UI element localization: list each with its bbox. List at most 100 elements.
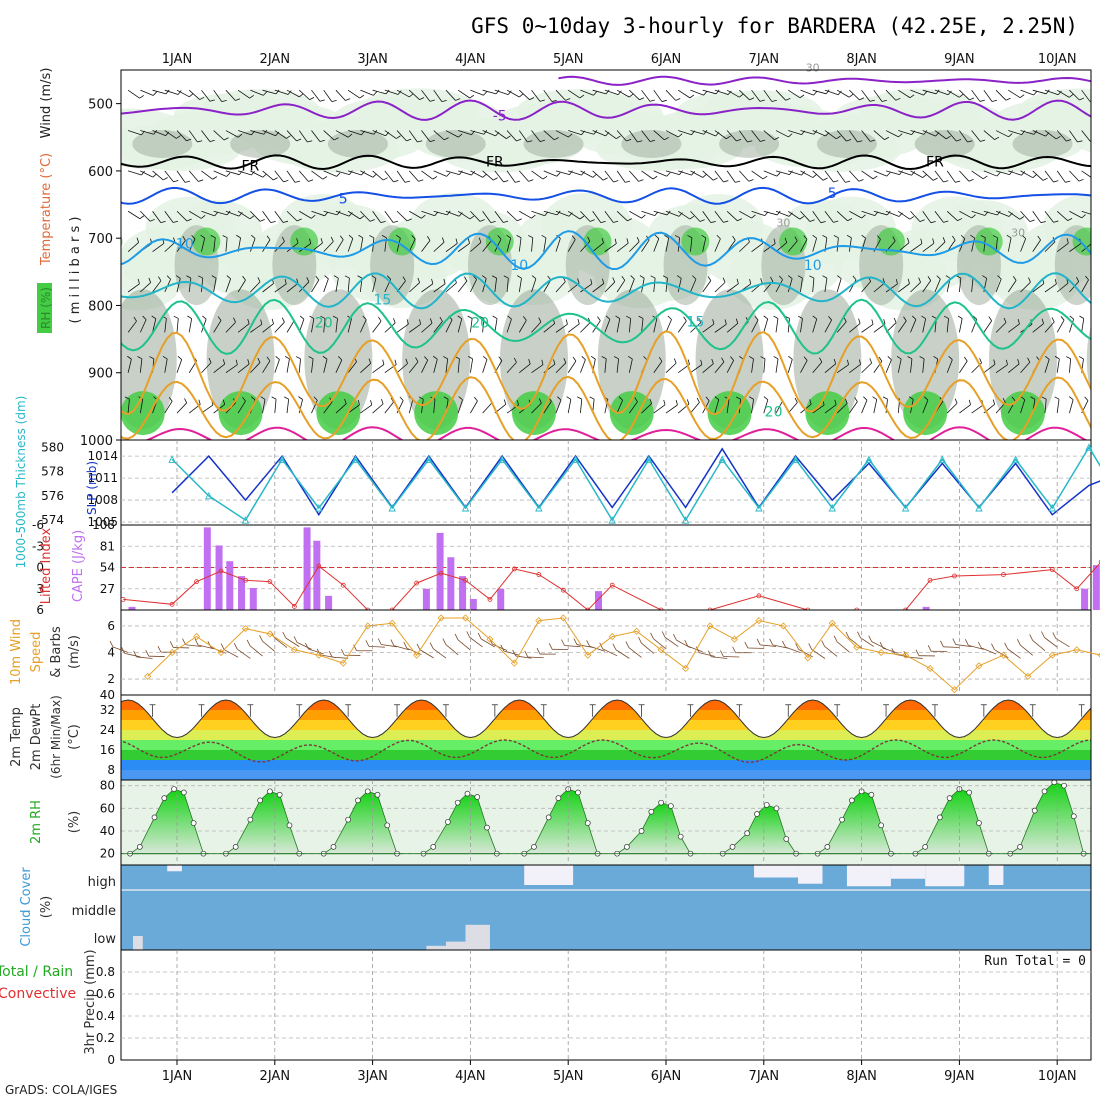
rh-shade-green: [511, 391, 556, 436]
wind-barb: [959, 210, 976, 219]
wind-barb: [748, 356, 754, 373]
wind-barb: [309, 315, 315, 333]
precip-tick-label: 0.6: [96, 987, 115, 1001]
rh-shade-light: [1096, 237, 1100, 301]
thickness-point: [718, 455, 726, 463]
wind-barb: [604, 315, 611, 333]
wind-barb: [433, 170, 451, 177]
wind-barb: [262, 235, 271, 252]
thickness-point: [315, 503, 323, 512]
wind-barb: [812, 234, 817, 252]
wind-barb: [164, 130, 181, 139]
rh-point: [474, 794, 481, 800]
wind-barb: [714, 319, 727, 333]
wind-barb: [213, 316, 222, 333]
thickness-point: [571, 455, 580, 463]
wind-barb: [396, 234, 401, 252]
wind-barb: [201, 89, 215, 102]
wind-barb: [1032, 170, 1048, 181]
wind-barb: [946, 89, 964, 98]
thickness-point: [1011, 455, 1020, 463]
wind-speed-point: [290, 646, 298, 654]
y-tick-label: 1000: [80, 434, 113, 449]
thickness-point: [168, 455, 176, 463]
wind-barb: [885, 278, 898, 293]
isotherm-label: 20: [765, 405, 783, 421]
wind-barb: [140, 277, 152, 293]
wind-barb: [849, 397, 858, 414]
wind-barb: [188, 89, 205, 100]
day-label-top: 6JAN: [651, 52, 682, 67]
wind-barb: [384, 130, 401, 139]
wind-barb: [262, 89, 280, 95]
wind-speed-point: [633, 627, 641, 635]
isotherm-label: 20: [471, 315, 489, 331]
rh-shade-mid: [816, 130, 877, 158]
wind-barb: [286, 170, 301, 183]
wind-barb: [396, 130, 412, 142]
wind-barb: [274, 170, 289, 183]
wind-barb: [506, 234, 512, 252]
wind10m-barb: [879, 642, 899, 654]
wind-barb: [934, 211, 949, 223]
wind-barb: [396, 210, 412, 222]
wind-barb: [822, 275, 828, 293]
wind-barb: [665, 400, 678, 414]
wind-barb: [358, 234, 364, 252]
wind-barb: [445, 238, 458, 252]
temp-tick-label: 32: [100, 703, 115, 717]
temp-band: [121, 710, 1091, 720]
wind-barb: [726, 130, 742, 142]
isotherm-label: FR: [241, 159, 259, 175]
wind-barb: [1008, 89, 1025, 99]
wind-barb: [601, 356, 607, 373]
wind-barb: [957, 315, 963, 333]
wind-barb: [384, 170, 399, 183]
wind-speed-point: [461, 614, 470, 622]
rh-shade-green: [316, 391, 361, 436]
wind-barb: [934, 275, 941, 293]
wind-barb: [959, 89, 975, 101]
wind-barb: [445, 130, 463, 138]
cape-bar: [238, 576, 246, 610]
wind-barb: [824, 130, 841, 140]
wind-barb: [604, 170, 619, 183]
wind-barb: [347, 210, 365, 220]
wind-barb: [922, 89, 940, 95]
wind-barb: [274, 317, 285, 333]
li-point: [438, 570, 444, 576]
wind-barb: [1094, 276, 1098, 292]
wind-barb: [127, 237, 140, 252]
wind-barb: [568, 170, 585, 176]
li-point: [512, 566, 517, 572]
wind-barb: [323, 210, 341, 216]
rh-shade-mid: [206, 289, 275, 430]
wind-barb: [690, 89, 708, 96]
wind-barb: [127, 210, 145, 220]
wind-barb: [531, 275, 537, 293]
temp-band: [121, 760, 1091, 770]
wind-barb: [335, 235, 344, 252]
wind-barb: [946, 210, 963, 222]
wind-barb: [311, 170, 328, 180]
wind-barb: [665, 170, 683, 176]
wind-barb: [677, 316, 687, 333]
rh-point: [257, 797, 263, 804]
rh-point: [364, 788, 371, 795]
cloud-high-clear: [846, 865, 891, 887]
wind-barb: [896, 355, 902, 373]
thickness-point: [791, 455, 800, 463]
wind10m-barb: [145, 649, 165, 657]
boundary-core: [1049, 369, 1090, 440]
wind-barb: [861, 130, 876, 142]
wind-barb: [910, 89, 928, 96]
wind-barb: [250, 277, 261, 293]
wind-barb: [751, 170, 768, 180]
li-point: [756, 593, 762, 599]
rh-shade-green: [583, 227, 612, 256]
wind-barb: [1069, 170, 1084, 182]
li-point: [536, 572, 542, 577]
slp-tick-label: 1014: [87, 449, 118, 463]
wind-barb: [211, 275, 217, 293]
wind-barb: [592, 278, 605, 293]
